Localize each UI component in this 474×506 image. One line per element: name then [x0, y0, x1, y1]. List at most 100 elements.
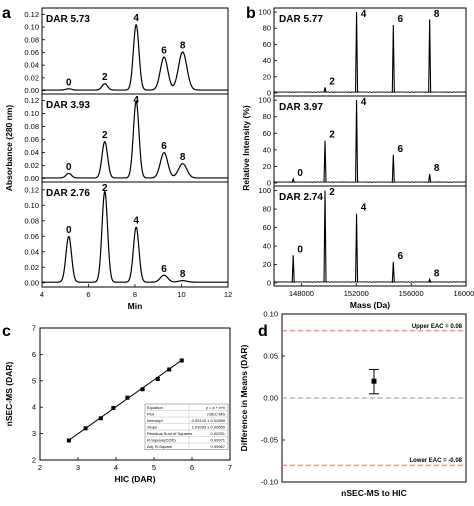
- y-tick-label: 2: [32, 456, 36, 465]
- peak-label: 4: [133, 216, 139, 227]
- x-axis-label: HIC (DAR): [114, 474, 155, 484]
- x-tick-label: 156000: [399, 289, 424, 298]
- peak-label: 8: [434, 163, 440, 174]
- y-axis-label: Absorbance (280 nm): [4, 105, 14, 192]
- y-tick-label: 60: [263, 40, 271, 49]
- spectrum-peak: [391, 24, 395, 93]
- peak-label: 2: [329, 76, 335, 87]
- plot-frame: [39, 327, 231, 461]
- y-tick-label: 0: [267, 279, 271, 288]
- x-tick-label: 148000: [289, 289, 314, 298]
- y-tick-label: 0.04: [24, 61, 39, 70]
- table-key: Residual Sum of Squares: [147, 431, 192, 436]
- y-tick-label: 20: [263, 260, 271, 269]
- y-tick-label: 0.02: [24, 263, 39, 272]
- chromatogram-trace: [42, 189, 228, 283]
- y-tick-label: 0.02: [24, 73, 39, 82]
- spectrum-peak: [428, 277, 432, 283]
- table-key: Equation: [147, 405, 163, 410]
- peak-label: 2: [102, 183, 108, 194]
- dar-label: DAR 2.74: [279, 192, 323, 203]
- x-tick-label: 6: [190, 463, 194, 472]
- y-tick-label: 0.00: [24, 174, 39, 183]
- spectrum-peak: [323, 190, 327, 283]
- dar-label: DAR 5.73: [46, 14, 90, 25]
- x-tick-label: 3: [76, 463, 80, 472]
- x-axis-label: nSEC-MS to HIC: [341, 488, 407, 498]
- x-tick-label: 8: [133, 290, 137, 299]
- peak-label: 0: [66, 162, 72, 173]
- spectrum-peak: [291, 255, 295, 283]
- spectrum-baseline: [273, 91, 467, 93]
- peak-label: 6: [398, 144, 404, 155]
- panel-label-d: d: [258, 323, 268, 340]
- table-value: 1.01093 ± 0.00655: [192, 424, 226, 429]
- data-point: [83, 426, 88, 431]
- y-tick-label: 60: [263, 129, 271, 138]
- y-tick-label: 0.06: [24, 48, 39, 57]
- chromatogram-trace: [42, 100, 228, 179]
- y-tick-label: 0.10: [24, 23, 39, 32]
- panel-d: d 0.10 0.05 0.00 -0.05 -0.10 Upper EAC = 0.08 L…: [239, 310, 467, 498]
- table-key: R-Square(COD): [147, 437, 176, 442]
- panel-a: a 0.00 0.02 0.04 0.06 0.08 0.10 0.12 0 2 4 6 8 DAR 5.…: [2, 5, 232, 311]
- x-tick-label: 7: [228, 463, 232, 472]
- peak-label: 4: [133, 95, 139, 106]
- y-tick-label: 6: [32, 350, 36, 359]
- y-tick-label: 0.12: [24, 10, 39, 19]
- y-tick-label: 40: [263, 56, 271, 65]
- panel-c: c 2 3 4 5 6 7 2 3 4 5 6 7 Equation y = a + b*x Plot nSEC…: [2, 323, 232, 484]
- table-value: -0.05143 ± 0.02899: [190, 418, 225, 423]
- table-value: y = a + b*x: [206, 405, 225, 410]
- peak-label: 4: [361, 97, 367, 108]
- y-tick-label: 0.02: [24, 161, 39, 170]
- x-tick-label: 5: [152, 463, 156, 472]
- y-tick-label: 5: [32, 376, 36, 385]
- y-tick-label: 7: [32, 324, 36, 333]
- dar-label: DAR 2.76: [46, 188, 90, 199]
- y-tick-label: 20: [263, 72, 271, 81]
- spectrum-baseline: [273, 281, 467, 283]
- y-tick-label: 0.10: [24, 201, 39, 210]
- table-key: Adj. R-Square: [147, 444, 173, 449]
- mean-difference-point: [371, 378, 377, 384]
- peak-label: 2: [102, 130, 108, 141]
- dar-label: DAR 5.77: [279, 14, 323, 25]
- table-value: 0.00251: [211, 431, 226, 436]
- table-value: nSEC-MS: [207, 411, 225, 416]
- peak-label: 8: [180, 269, 186, 280]
- y-tick-label: 40: [263, 242, 271, 251]
- peak-label: 8: [180, 152, 186, 163]
- subplot-frame: [273, 185, 467, 287]
- y-tick-label: 0.08: [24, 122, 39, 131]
- y-tick-label: 0: [267, 89, 271, 98]
- peak-label: 8: [434, 268, 440, 279]
- y-tick-label: 0.04: [24, 247, 39, 256]
- y-tick-label: 0.12: [24, 96, 39, 105]
- data-point: [66, 438, 71, 443]
- y-tick-label: -0.05: [261, 436, 278, 445]
- panel-label-b: b: [246, 5, 256, 22]
- panel-label-c: c: [2, 323, 11, 340]
- y-tick-label: 3: [32, 429, 36, 438]
- table-key: Slope: [147, 424, 158, 429]
- peak-label: 8: [180, 40, 186, 51]
- spectrum-peak: [428, 19, 432, 93]
- x-tick-label: 2: [38, 463, 42, 472]
- peak-label: 6: [398, 14, 404, 25]
- y-tick-label: 0.08: [24, 216, 39, 225]
- y-tick-label: 80: [263, 205, 271, 214]
- spectrum-peak: [428, 173, 432, 183]
- y-tick-label: -0.10: [261, 478, 278, 487]
- dar-label: DAR 3.93: [46, 100, 90, 111]
- table-key: Plot: [147, 411, 155, 416]
- y-tick-label: 80: [263, 112, 271, 121]
- x-tick-label: 152000: [344, 289, 369, 298]
- y-tick-label: 0.00: [24, 278, 39, 287]
- peak-label: 4: [361, 203, 367, 214]
- y-tick-label: 40: [263, 145, 271, 154]
- spectrum-peak: [291, 176, 295, 183]
- data-point: [140, 387, 145, 392]
- x-tick-label: 4: [40, 290, 44, 299]
